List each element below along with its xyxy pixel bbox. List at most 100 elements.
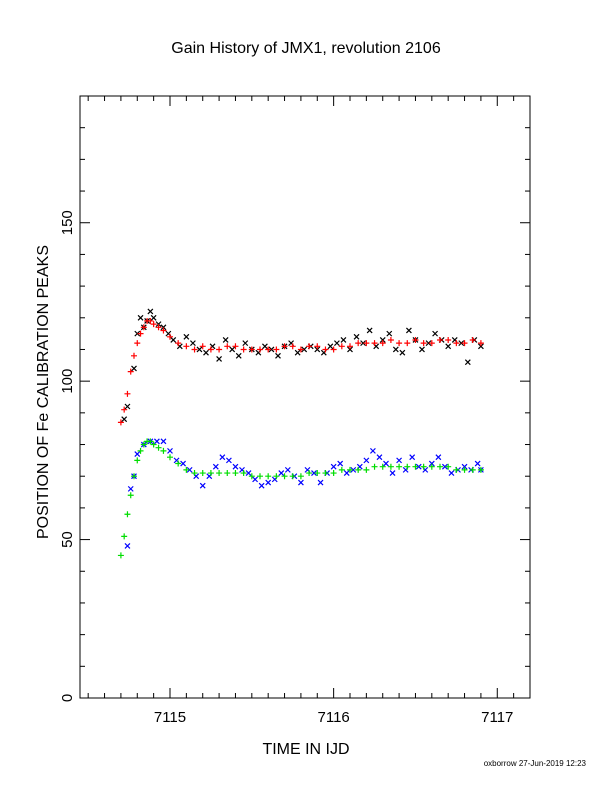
data-point <box>167 333 173 340</box>
data-point <box>363 466 370 473</box>
data-point <box>175 340 182 347</box>
data-point <box>425 340 432 347</box>
data-point <box>337 460 344 467</box>
data-point <box>183 333 190 340</box>
data-point <box>420 340 427 347</box>
data-point <box>458 340 465 347</box>
data-point <box>160 438 167 445</box>
data-point <box>180 460 187 467</box>
y-tick-label: 0 <box>59 694 76 702</box>
data-point <box>448 470 455 476</box>
data-point <box>379 337 386 343</box>
data-point <box>311 470 317 476</box>
data-point <box>224 470 231 477</box>
data-point <box>170 337 177 343</box>
data-point <box>469 336 476 343</box>
data-point <box>147 308 154 315</box>
data-point <box>147 317 154 324</box>
data-point <box>327 343 334 350</box>
data-point <box>167 454 173 461</box>
data-point <box>419 346 425 353</box>
data-point <box>150 321 157 328</box>
data-point <box>207 470 214 477</box>
plot-frame <box>79 95 531 699</box>
data-point <box>428 460 435 467</box>
data-point <box>245 470 252 476</box>
data-point <box>435 454 442 461</box>
data-point <box>306 343 313 350</box>
data-point <box>224 343 231 350</box>
data-point <box>350 466 357 473</box>
data-point <box>355 466 362 473</box>
x-tick-label: 7116 <box>318 709 350 726</box>
chart-title: Gain History of JMX1, revolution 2106 <box>171 40 441 57</box>
data-point <box>353 333 360 340</box>
data-point <box>428 340 435 347</box>
series-2 <box>117 317 484 426</box>
data-point <box>314 346 321 353</box>
data-point <box>183 343 190 350</box>
data-point <box>124 403 131 410</box>
footer-credit: oxborrow 27-Jun-2019 12:23 <box>484 759 587 768</box>
data-point <box>369 447 376 454</box>
data-point <box>137 314 144 321</box>
data-point <box>355 340 362 347</box>
data-series <box>117 308 484 559</box>
data-point <box>273 473 280 480</box>
data-point <box>464 359 471 366</box>
data-point <box>160 447 167 454</box>
data-point <box>155 444 162 451</box>
data-point <box>189 340 196 347</box>
data-point <box>240 470 247 477</box>
data-point <box>412 336 419 343</box>
data-point <box>445 343 452 350</box>
data-point <box>405 327 412 334</box>
data-point <box>140 441 147 448</box>
data-point <box>216 346 223 353</box>
data-point <box>240 346 247 353</box>
data-point <box>155 321 162 328</box>
series-1 <box>121 308 484 423</box>
x-axis-label: TIME IN IJD <box>262 741 349 758</box>
data-point <box>461 340 468 347</box>
data-point <box>273 346 280 353</box>
data-point <box>147 438 154 445</box>
data-point <box>134 457 141 464</box>
data-point <box>134 330 141 337</box>
data-point <box>160 327 167 334</box>
x-tick-label: 7115 <box>154 709 186 726</box>
data-point <box>232 343 239 350</box>
data-point <box>225 457 232 464</box>
data-point <box>257 346 263 353</box>
data-point <box>477 343 484 350</box>
data-point <box>124 511 131 518</box>
data-point <box>383 460 389 467</box>
data-point <box>294 349 301 356</box>
data-point <box>183 466 190 473</box>
data-point <box>297 479 304 486</box>
data-point <box>216 470 223 477</box>
data-point <box>420 463 427 470</box>
data-point <box>474 460 481 467</box>
data-point <box>441 463 448 470</box>
data-point <box>379 340 386 347</box>
data-point <box>314 470 321 477</box>
data-point <box>437 463 443 470</box>
data-point <box>199 482 206 489</box>
data-point <box>175 460 182 467</box>
data-point <box>248 346 255 353</box>
data-point <box>222 337 229 343</box>
data-point <box>212 463 219 470</box>
data-point <box>265 346 272 353</box>
y-tick-label: 100 <box>59 369 76 394</box>
data-point <box>333 340 340 347</box>
data-point <box>261 343 268 350</box>
data-point <box>121 416 128 423</box>
data-point <box>121 406 128 413</box>
y-tick-label: 150 <box>59 210 76 235</box>
data-point <box>278 470 285 476</box>
data-point <box>258 482 265 489</box>
data-point <box>379 463 386 470</box>
data-point <box>469 466 476 473</box>
data-point <box>415 463 422 470</box>
